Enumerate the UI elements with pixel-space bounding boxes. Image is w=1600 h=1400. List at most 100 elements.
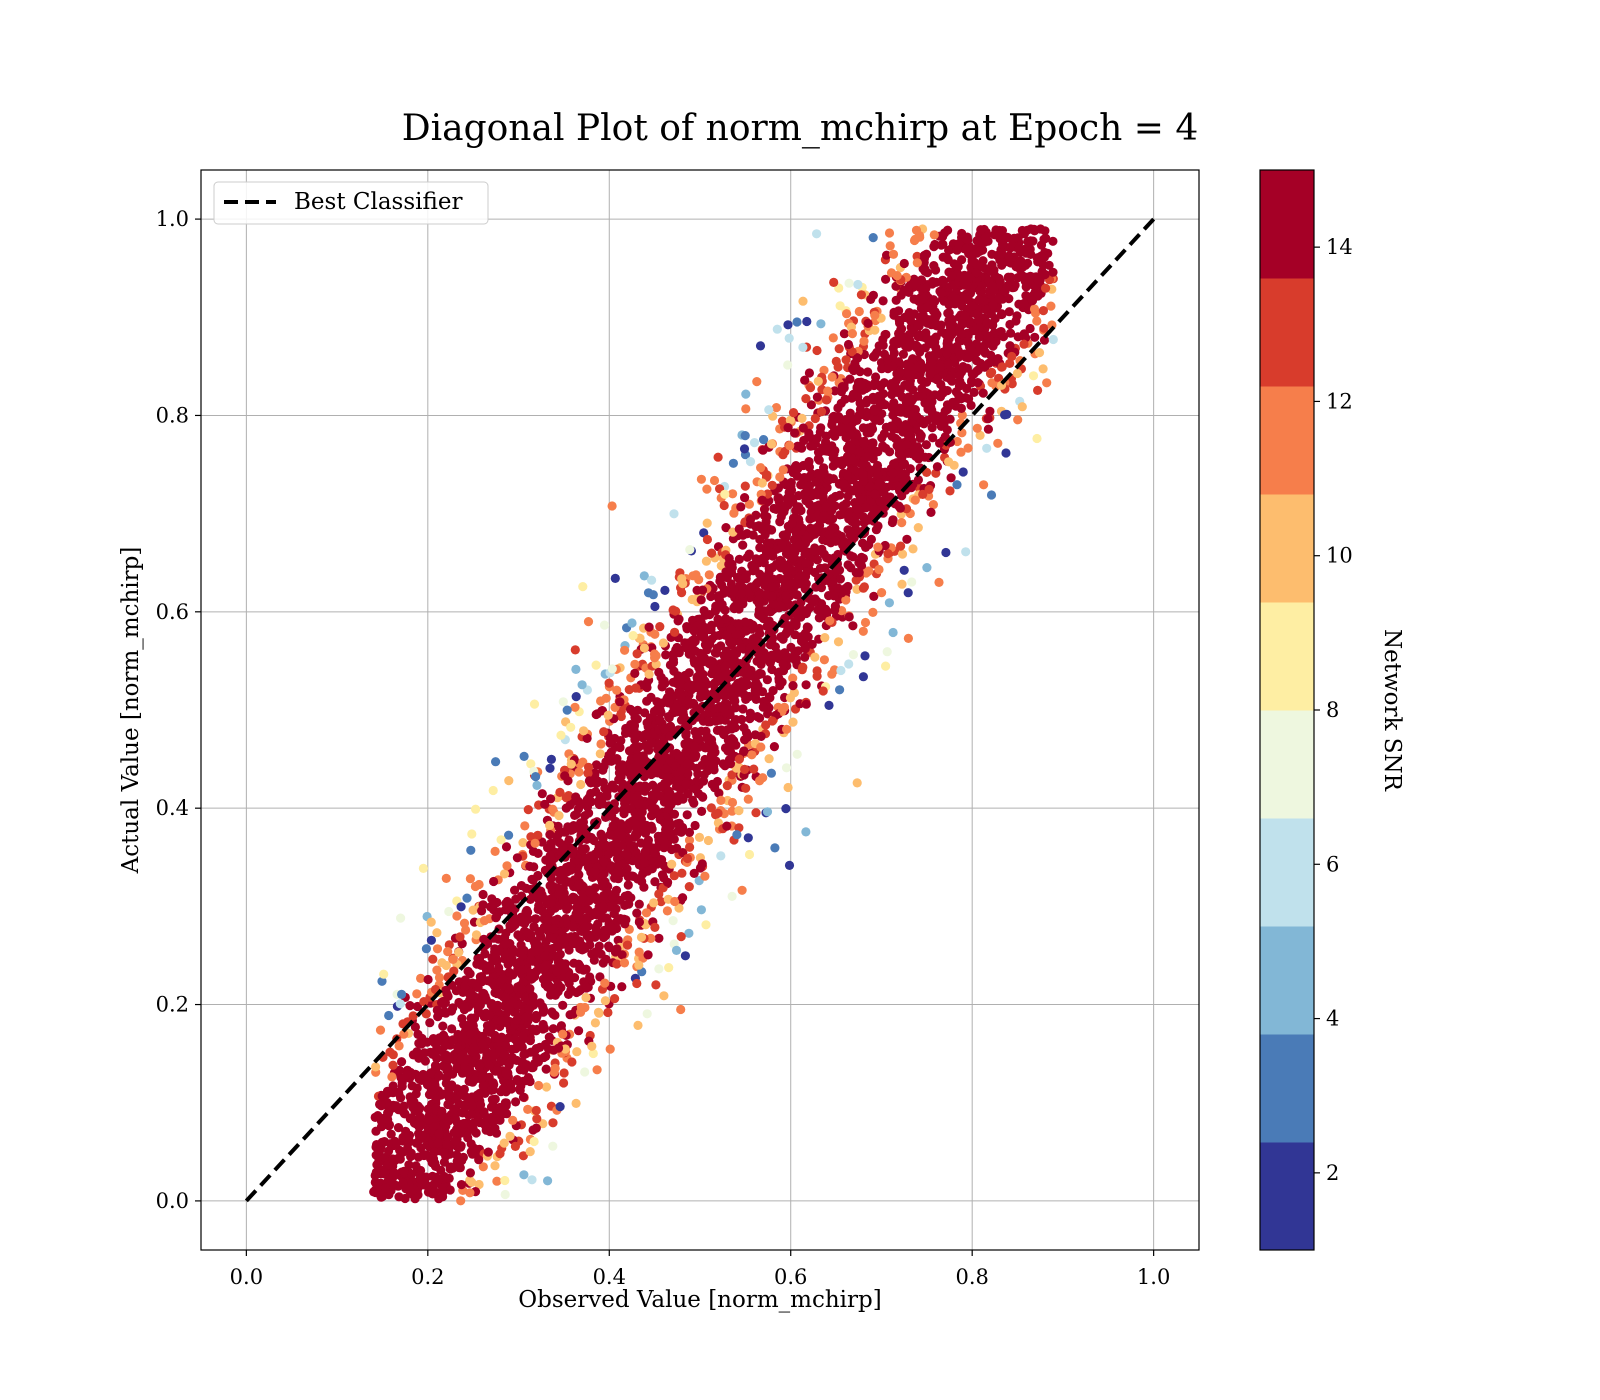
scatter-point [655, 715, 665, 725]
scatter-point [571, 1098, 581, 1108]
scatter-point [995, 276, 1005, 286]
scatter-point [484, 1060, 494, 1070]
scatter-point [778, 450, 788, 460]
scatter-point [788, 681, 798, 691]
scatter-point [682, 853, 693, 864]
scatter-point [674, 903, 684, 913]
scatter-point [668, 658, 679, 668]
scatter-point [491, 757, 501, 767]
scatter-point [654, 964, 664, 974]
scatter-point [874, 564, 884, 575]
scatter-point [892, 435, 903, 445]
scatter-point [525, 861, 535, 872]
scatter-point [689, 868, 699, 879]
scatter-point [678, 893, 688, 903]
scatter-point [571, 692, 581, 702]
scatter-point [478, 1081, 488, 1091]
scatter-point [967, 257, 977, 267]
scatter-point [593, 1007, 604, 1017]
scatter-point [919, 419, 929, 429]
scatter-point [658, 638, 669, 648]
scatter-point [647, 790, 658, 800]
scatter-point [1029, 304, 1040, 314]
scatter-point [561, 933, 571, 943]
scatter-point [1012, 260, 1023, 270]
scatter-point [727, 563, 737, 573]
scatter-point [983, 424, 994, 434]
scatter-point [484, 1010, 494, 1020]
scatter-point [696, 595, 706, 605]
scatter-point [602, 791, 612, 801]
scatter-point [516, 881, 527, 891]
scatter-point [822, 553, 832, 563]
scatter-point [417, 1131, 428, 1141]
scatter-point [376, 1116, 387, 1126]
scatter-point [416, 1120, 426, 1130]
scatter-point [604, 943, 615, 953]
scatter-point [656, 897, 666, 907]
scatter-point [546, 898, 556, 908]
scatter-point [743, 794, 753, 804]
scatter-point [958, 467, 968, 477]
scatter-point [565, 1010, 575, 1020]
scatter-point [909, 279, 919, 289]
scatter-point [1012, 368, 1023, 379]
scatter-point [902, 397, 912, 407]
scatter-point [572, 1047, 582, 1057]
scatter-point [829, 591, 839, 601]
scatter-point [833, 403, 843, 413]
scatter-point [698, 792, 708, 802]
scatter-point [739, 746, 749, 756]
scatter-point [788, 717, 798, 727]
scatter-point [727, 797, 738, 808]
scatter-point [1038, 364, 1048, 374]
scatter-point [734, 754, 745, 764]
scatter-point [661, 779, 671, 789]
scatter-point [570, 931, 580, 942]
scatter-point [996, 309, 1007, 320]
scatter-point [816, 407, 827, 417]
scatter-point [451, 986, 461, 996]
scatter-point [975, 246, 985, 256]
scatter-point [388, 1060, 398, 1070]
scatter-point [1025, 323, 1035, 334]
scatter-point [737, 885, 747, 895]
scatter-point [856, 290, 867, 300]
scatter-point [788, 673, 798, 683]
scatter-point [888, 627, 898, 638]
scatter-point [647, 804, 657, 814]
scatter-point [804, 368, 815, 378]
scatter-point [555, 1102, 565, 1112]
scatter-point [783, 320, 793, 330]
scatter-point [676, 827, 686, 837]
scatter-point [676, 1004, 686, 1015]
scatter-point [1033, 275, 1043, 285]
scatter-point [659, 724, 670, 734]
scatter-point [640, 847, 650, 857]
scatter-point [385, 1047, 395, 1057]
scatter-point [801, 394, 811, 404]
scatter-point [615, 697, 625, 707]
scatter-point [684, 882, 694, 892]
scatter-point [957, 255, 967, 265]
scatter-point [599, 857, 609, 867]
scatter-point [669, 871, 679, 881]
scatter-point [899, 565, 909, 575]
scatter-point [531, 1044, 541, 1054]
scatter-point [545, 820, 555, 831]
scatter-point [945, 486, 955, 496]
scatter-point [444, 906, 454, 917]
scatter-point [502, 896, 512, 907]
scatter-point [453, 1043, 463, 1053]
scatter-point [604, 678, 614, 688]
scatter-point [814, 455, 824, 465]
scatter-point [532, 780, 542, 791]
scatter-point [708, 743, 718, 753]
scatter-point [642, 1009, 652, 1019]
scatter-point [571, 792, 581, 802]
scatter-point [562, 904, 572, 915]
scatter-point [702, 484, 712, 494]
scatter-point [555, 949, 565, 959]
scatter-point [912, 411, 922, 421]
